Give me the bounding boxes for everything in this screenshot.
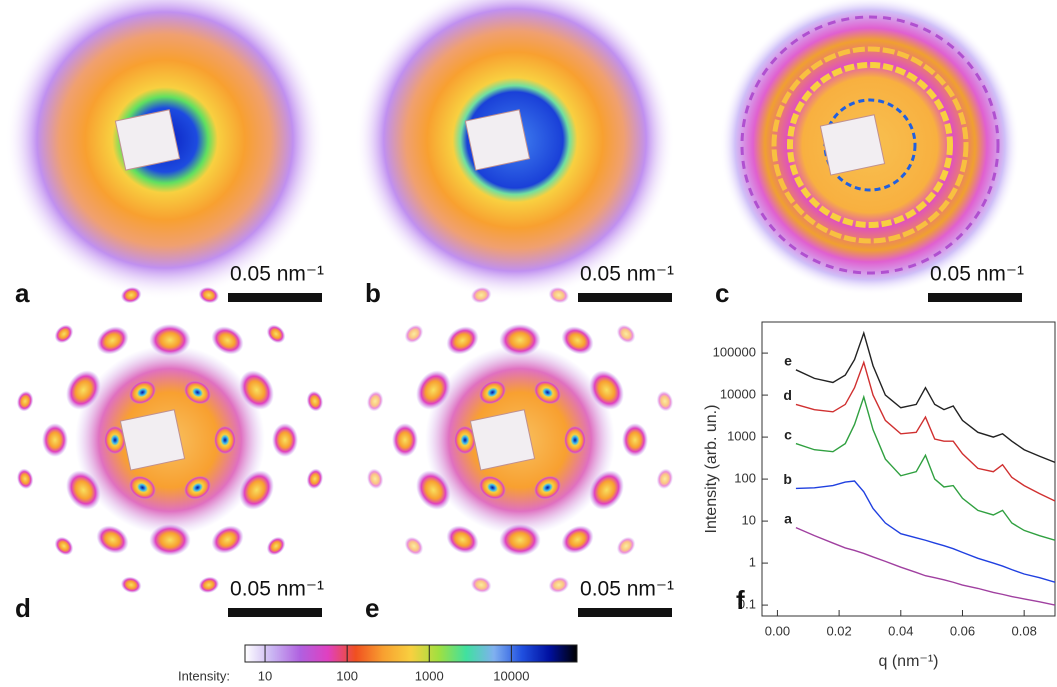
bragg-spot: [15, 389, 36, 413]
bragg-spot: [206, 321, 248, 360]
bragg-spot: [613, 321, 639, 347]
bragg-spot: [149, 524, 191, 556]
series-line: [796, 481, 1055, 582]
bragg-spot: [392, 423, 418, 457]
bragg-spot: [304, 467, 325, 491]
bragg-spot: [441, 520, 483, 559]
bragg-spot: [91, 321, 133, 360]
bragg-spot: [654, 389, 675, 413]
panel-letter: b: [365, 278, 381, 308]
diffraction-images: 0.05 nm⁻¹ a 0.05 nm⁻¹ b 0.05 nm⁻¹ c 0.05 nm⁻¹ d…: [5, 0, 1024, 683]
scale-bar: [578, 293, 672, 302]
colorbar-tick-label: 10000: [493, 668, 529, 683]
colorbar-label: Intensity:: [178, 668, 230, 683]
scale-bar-label: 0.05 nm⁻¹: [230, 578, 324, 601]
bragg-spot: [441, 321, 483, 360]
series-line: [796, 362, 1055, 501]
figure: 0.05 nm⁻¹ a 0.05 nm⁻¹ b 0.05 nm⁻¹ c 0.05 nm⁻¹ d…: [0, 0, 1057, 687]
bragg-spot: [613, 533, 639, 559]
bragg-spot: [119, 574, 143, 595]
bragg-spot: [42, 423, 68, 457]
colorbar: [245, 645, 577, 662]
x-tick-label: 0.00: [765, 623, 790, 638]
bragg-spot: [263, 321, 289, 347]
bragg-spot: [214, 426, 236, 455]
series-line: [796, 333, 1055, 462]
beam-stop: [120, 410, 184, 470]
bragg-spot: [401, 533, 427, 559]
bragg-spot: [499, 524, 541, 556]
beam-stop: [115, 110, 179, 170]
series-label: a: [784, 510, 792, 526]
beam-stop: [465, 110, 529, 170]
bragg-spot: [91, 520, 133, 559]
bragg-spot: [51, 533, 77, 559]
bragg-spot: [547, 574, 571, 595]
scale-bar-label: 0.05 nm⁻¹: [930, 263, 1024, 286]
scale-bar: [228, 293, 322, 302]
bragg-spot: [304, 389, 325, 413]
x-axis-label: q (nm⁻¹): [879, 653, 939, 670]
y-tick-label: 10000: [720, 387, 756, 402]
bragg-spot: [556, 520, 598, 559]
bragg-spot: [206, 520, 248, 559]
bragg-spot: [564, 426, 586, 455]
series-label: c: [784, 426, 792, 442]
panel-letter: e: [365, 593, 379, 623]
panel-letter: c: [715, 278, 729, 308]
panel: 0.05 nm⁻¹ c: [715, 0, 1024, 308]
scale-bar-label: 0.05 nm⁻¹: [230, 263, 324, 286]
bragg-spot: [15, 467, 36, 491]
y-tick-label: 100000: [713, 345, 756, 360]
panel: 0.05 nm⁻¹ a: [5, 0, 325, 308]
bragg-spot: [654, 467, 675, 491]
scale-bar: [928, 293, 1022, 302]
chart-f: 0.11101001000100001000000.000.020.040.06…: [703, 322, 1055, 670]
series-label: d: [783, 387, 792, 403]
colorbar-tick-label: 1000: [415, 668, 444, 683]
colorbar-tick-label: 10: [258, 668, 272, 683]
bragg-spot: [469, 574, 493, 595]
panel: 0.05 nm⁻¹ d: [15, 285, 326, 623]
x-tick-label: 0.04: [888, 623, 913, 638]
series-line: [796, 528, 1055, 605]
bragg-spot: [365, 389, 386, 413]
scale-bar: [228, 608, 322, 617]
scale-bar-label: 0.05 nm⁻¹: [580, 263, 674, 286]
panel-letter: a: [15, 278, 30, 308]
y-tick-label: 1000: [727, 429, 756, 444]
y-tick-label: 10: [742, 513, 756, 528]
x-tick-label: 0.08: [1012, 623, 1037, 638]
series-label: b: [783, 471, 792, 487]
bragg-spot: [622, 423, 648, 457]
x-tick-label: 0.06: [950, 623, 975, 638]
y-tick-label: 100: [734, 471, 756, 486]
x-tick-label: 0.02: [826, 623, 851, 638]
bragg-spot: [499, 324, 541, 356]
series-label: e: [784, 353, 792, 369]
y-axis-label: Intensity (arb. un.): [703, 405, 720, 534]
bragg-spot: [401, 321, 427, 347]
scale-bar-label: 0.05 nm⁻¹: [580, 578, 674, 601]
y-tick-label: 1: [749, 555, 756, 570]
plot-frame: [762, 322, 1055, 616]
bragg-spot: [149, 324, 191, 356]
bragg-spot: [51, 321, 77, 347]
bragg-spot: [197, 574, 221, 595]
bragg-spot: [556, 321, 598, 360]
panel-letter: d: [15, 593, 31, 623]
panel-letter: f: [736, 585, 745, 615]
bragg-spot: [365, 467, 386, 491]
panel: 0.05 nm⁻¹ e: [365, 285, 676, 623]
bragg-spot: [263, 533, 289, 559]
panel: 0.05 nm⁻¹ b: [355, 0, 675, 308]
colorbar-tick-label: 100: [336, 668, 358, 683]
beam-stop: [820, 115, 884, 175]
beam-stop: [470, 410, 534, 470]
bragg-spot: [272, 423, 298, 457]
scale-bar: [578, 608, 672, 617]
